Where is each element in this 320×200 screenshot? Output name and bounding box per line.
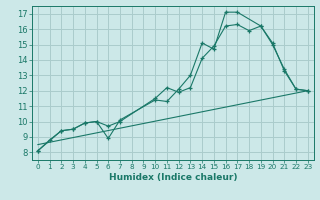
X-axis label: Humidex (Indice chaleur): Humidex (Indice chaleur) bbox=[108, 173, 237, 182]
